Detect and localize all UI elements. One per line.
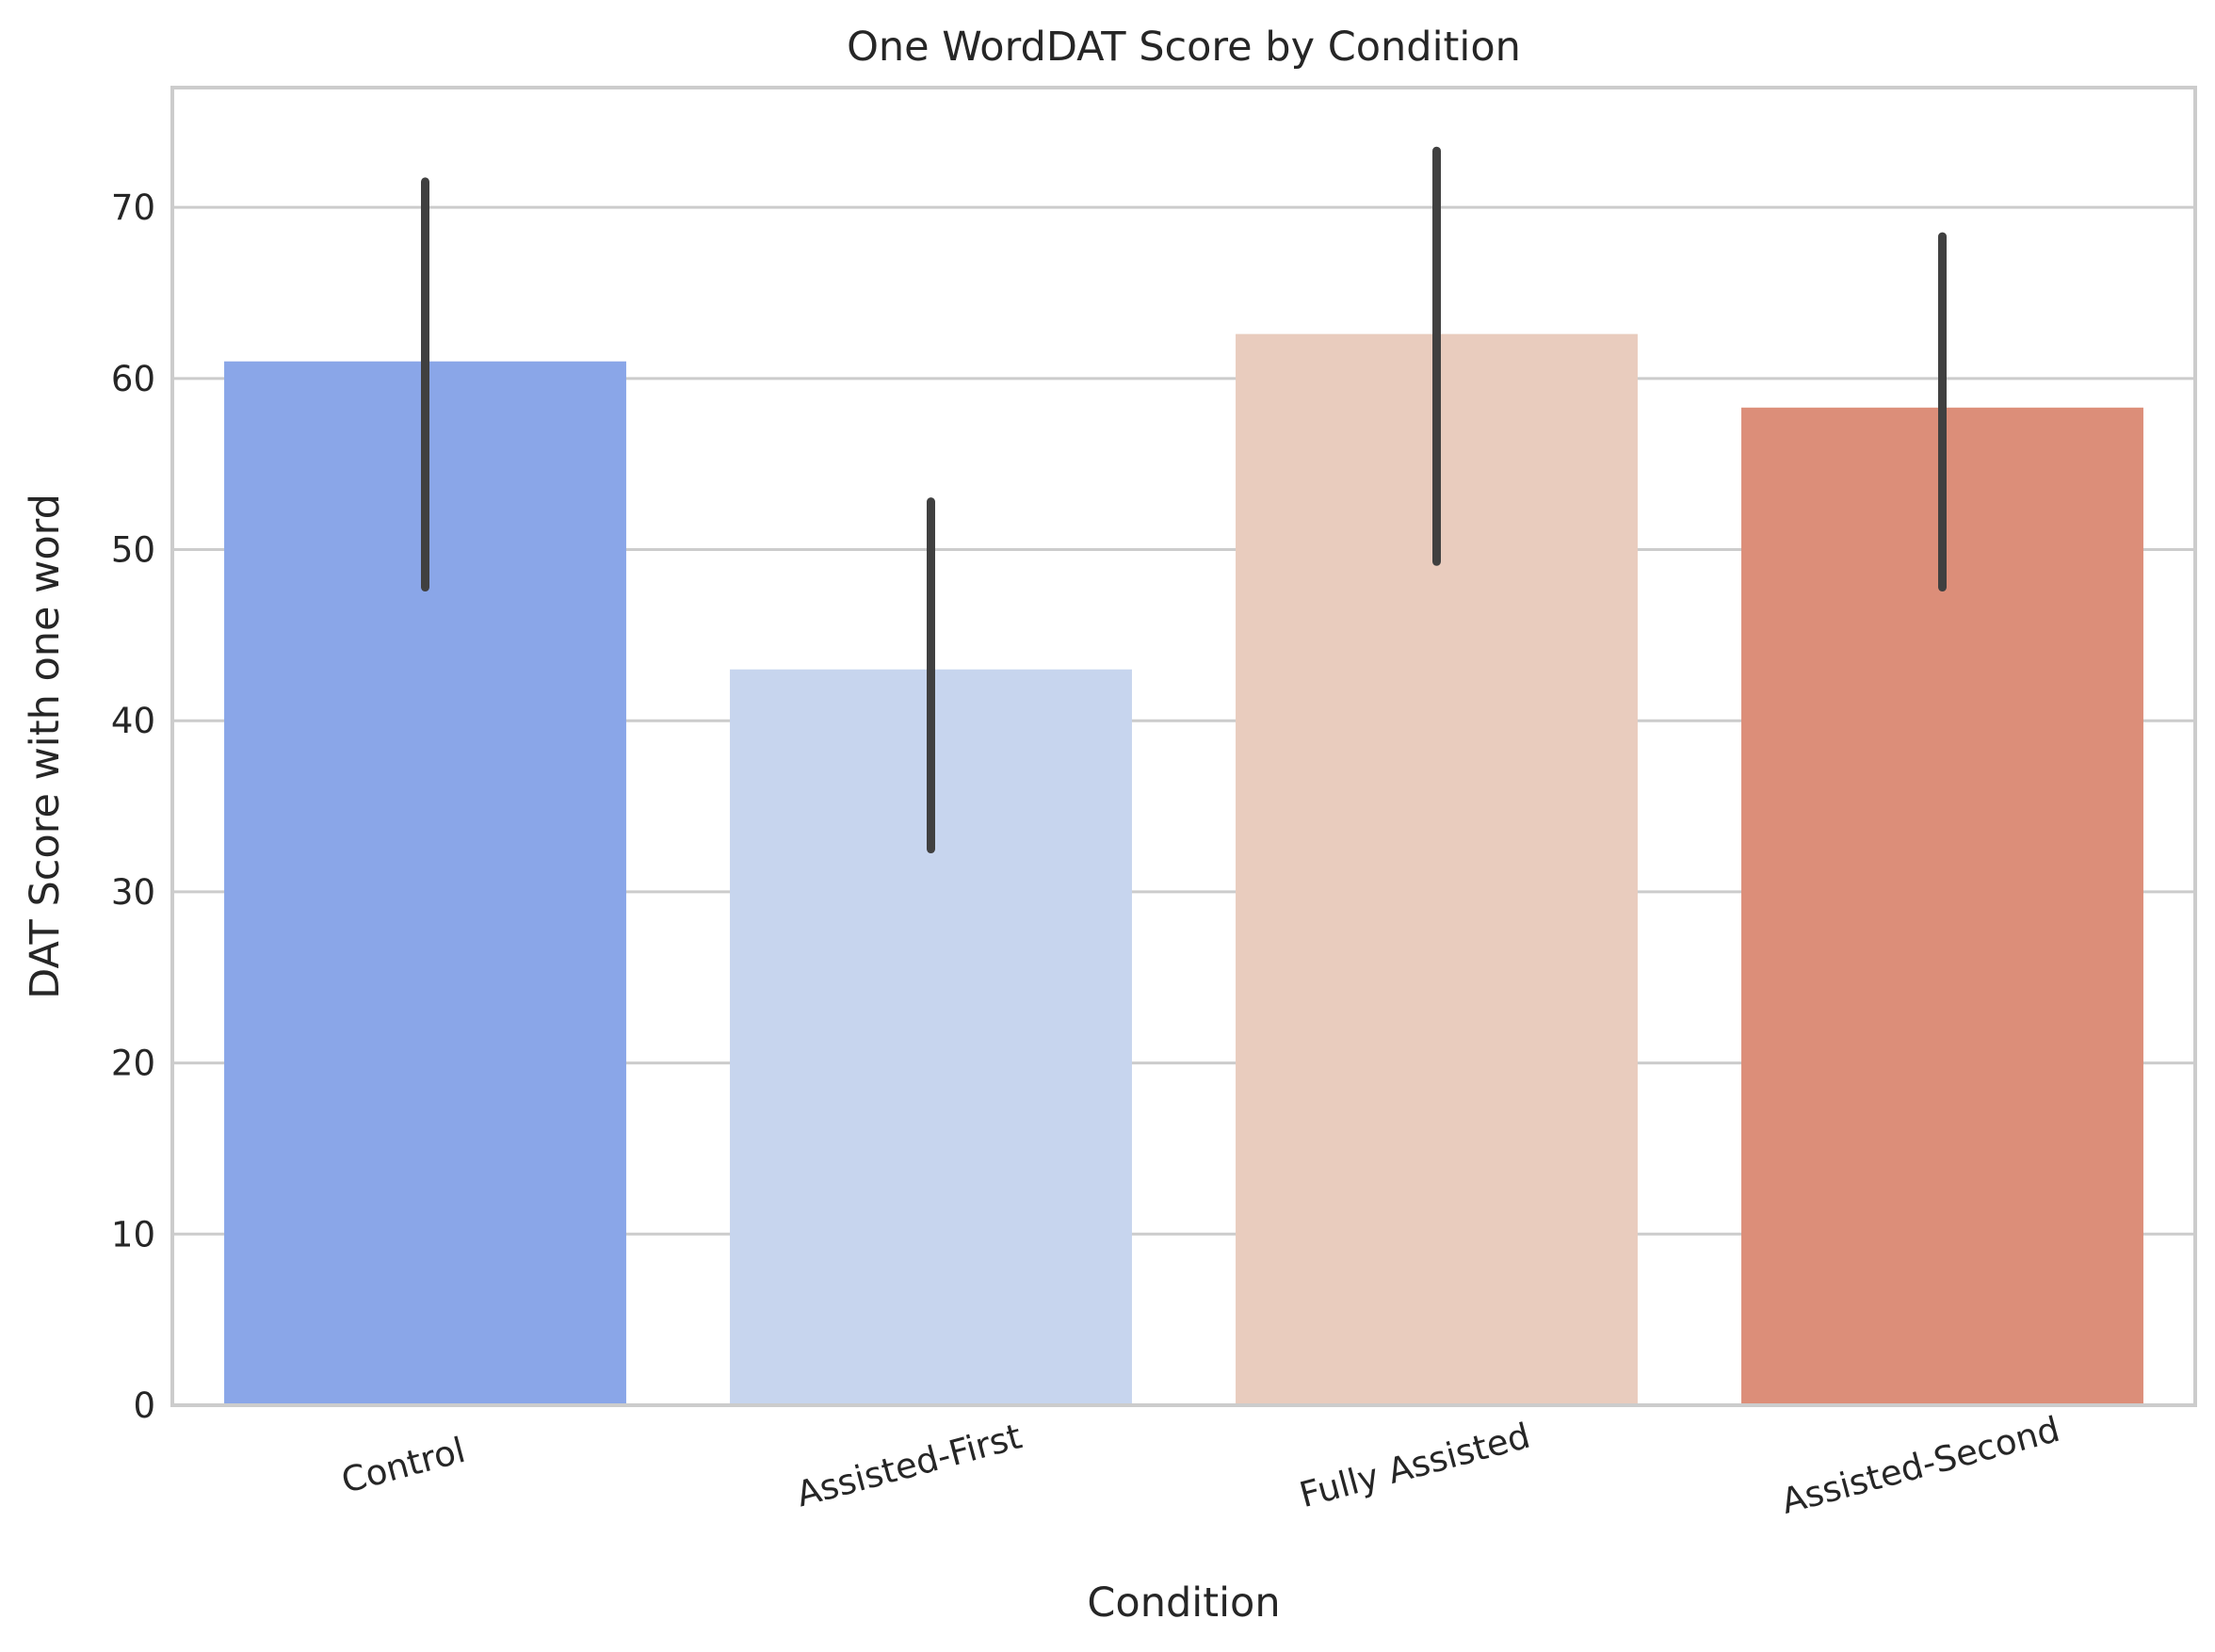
y-tick-label: 70 (111, 187, 155, 228)
x-tick-label: Assisted-Second (1777, 1409, 2063, 1522)
y-tick-label: 20 (111, 1044, 155, 1084)
y-tick-labels: 0 10 20 30 40 50 60 70 (111, 187, 155, 1426)
x-tick-labels: Control Assisted-First Fully Assisted Assis… (337, 1409, 2063, 1522)
y-tick-label: 40 (111, 701, 155, 741)
y-tick-label: 0 (133, 1385, 155, 1426)
y-tick-label: 10 (111, 1214, 155, 1255)
x-tick-label: Fully Assisted (1295, 1416, 1534, 1516)
x-tick-label: Assisted-First (792, 1416, 1026, 1514)
y-tick-label: 50 (111, 530, 155, 571)
y-axis-label: DAT Score with one word (22, 494, 69, 999)
y-tick-label: 30 (111, 872, 155, 913)
x-axis-label: Condition (1087, 1579, 1280, 1627)
y-tick-label: 60 (111, 359, 155, 399)
chart-title: One WordDAT Score by Condition (847, 24, 1521, 71)
bars (224, 333, 2143, 1406)
x-tick-label: Control (337, 1430, 469, 1501)
plot-frame (170, 86, 2197, 1407)
error-bars (421, 146, 1947, 854)
